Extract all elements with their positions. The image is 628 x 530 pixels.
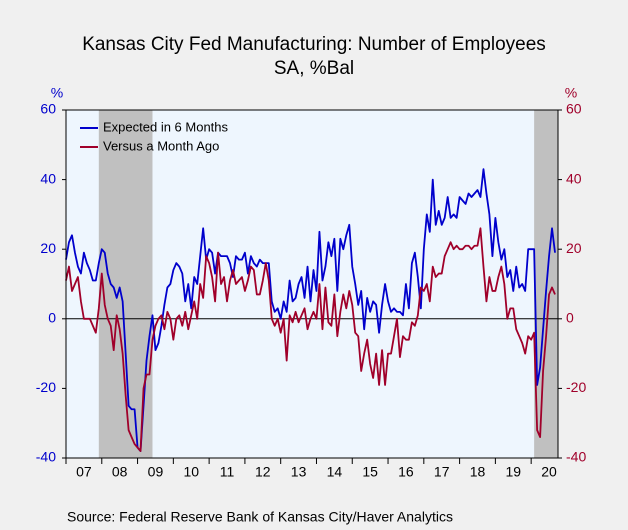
x-tick-label: 12 (255, 464, 271, 480)
y-tick-label: -40 (36, 449, 56, 465)
legend-label: Versus a Month Ago (103, 138, 219, 153)
x-tick-label: 15 (362, 464, 378, 480)
y2-tick-label: 20 (566, 240, 582, 256)
y2-tick-label: 40 (566, 170, 582, 186)
x-tick-label: 07 (76, 464, 92, 480)
y2-tick-label: -40 (566, 449, 586, 465)
x-tick-label: 10 (183, 464, 199, 480)
series-line (65, 168, 556, 452)
y2-tick-label: 60 (566, 101, 582, 117)
plot-border (65, 109, 559, 459)
x-tick-label: 17 (434, 464, 450, 480)
x-tick-label: 08 (112, 464, 128, 480)
source: Source: Federal Reserve Bank of Kansas C… (67, 509, 453, 525)
x-tick-label: 11 (220, 464, 235, 480)
y-tick-label: 0 (48, 310, 56, 326)
x-tick-label: 18 (470, 464, 486, 480)
y2-tick-label: -20 (566, 379, 586, 395)
y-tick-label: 40 (40, 170, 56, 186)
x-tick-label: 14 (327, 464, 343, 480)
y-unit: % (51, 85, 63, 101)
y2-unit: % (565, 85, 577, 101)
x-tick-label: 13 (291, 464, 307, 480)
legend-label: Expected in 6 Months (103, 119, 229, 134)
y2-tick-label: 0 (566, 310, 574, 326)
chart-subtitle: SA, %Bal (274, 58, 354, 79)
series-line (65, 227, 556, 452)
x-tick-label: 20 (541, 464, 557, 480)
x-tick-label: 16 (398, 464, 414, 480)
y-tick-label: 20 (40, 240, 56, 256)
y-tick-label: 60 (40, 101, 56, 117)
chart-title: Kansas City Fed Manufacturing: Number of… (82, 34, 546, 55)
x-tick-label: 09 (148, 464, 164, 480)
x-tick-label: 19 (505, 464, 521, 480)
y-tick-label: -20 (36, 379, 56, 395)
